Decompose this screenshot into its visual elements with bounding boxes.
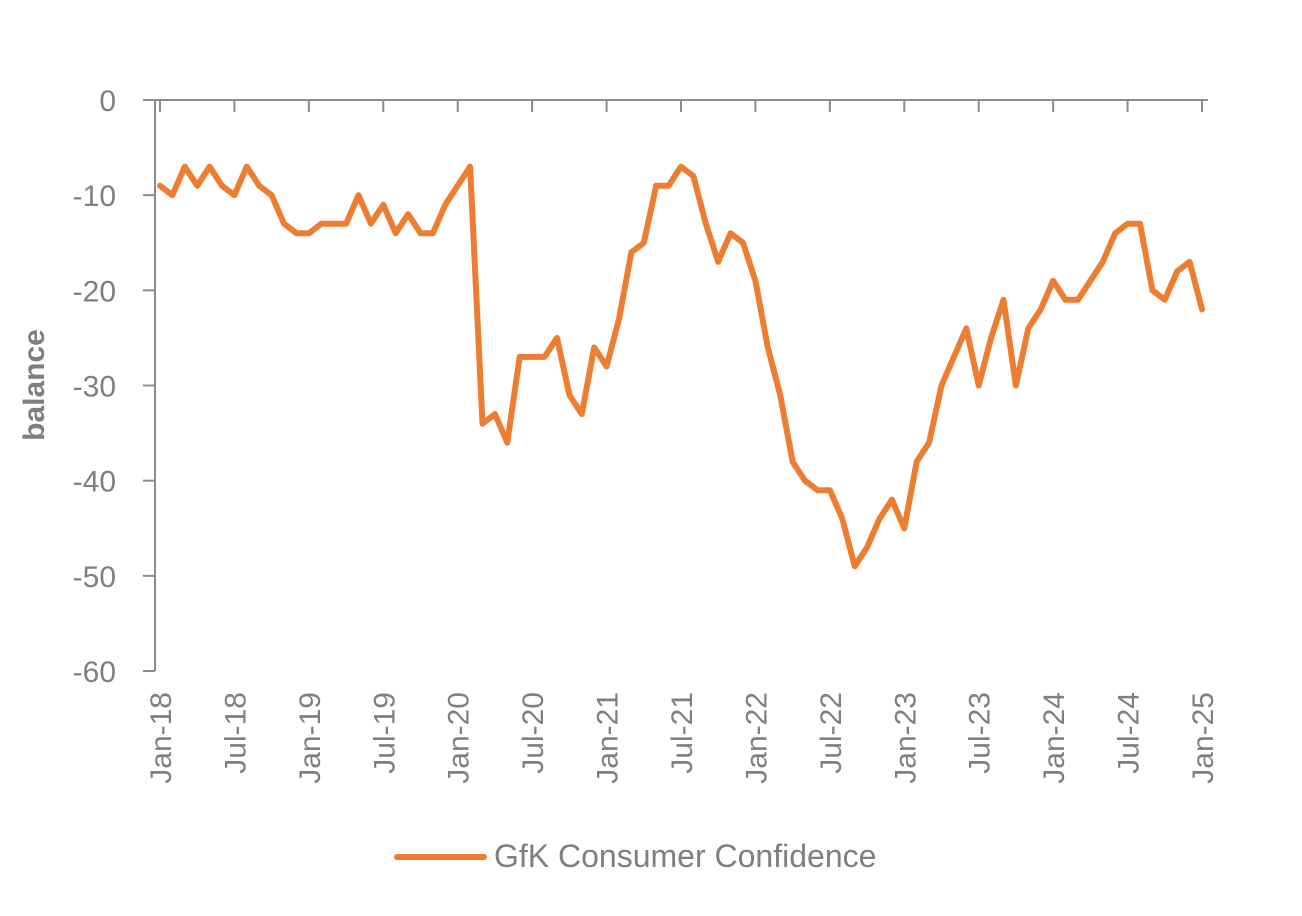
x-tick-label: Jan-25 (1187, 692, 1220, 784)
y-tick-label: -50 (73, 561, 116, 594)
y-tick-label: -60 (73, 656, 116, 689)
x-tick-label: Jan-19 (294, 692, 327, 784)
x-tick-label: Jul-19 (368, 692, 401, 774)
x-tick-label: Jan-18 (145, 692, 178, 784)
series-line (157, 163, 1205, 570)
x-tick-label: Jan-21 (592, 692, 625, 784)
y-tick-label: -20 (73, 275, 116, 308)
x-tick-label: Jan-24 (1038, 692, 1071, 784)
x-tick-label: Jan-23 (889, 692, 922, 784)
x-tick-label: Jan-22 (740, 692, 773, 784)
x-tick-label: Jul-20 (517, 692, 550, 774)
y-axis-title: balance (18, 329, 51, 441)
x-tick-label: Jan-20 (443, 692, 476, 784)
y-tick-label: 0 (99, 85, 116, 118)
y-tick-label: -10 (73, 180, 116, 213)
y-tick-label: -40 (73, 466, 116, 499)
x-tick-label: Jul-23 (964, 692, 997, 774)
y-tick-label: -30 (73, 371, 116, 404)
legend-label: GfK Consumer Confidence (494, 838, 876, 874)
x-tick-label: Jul-22 (815, 692, 848, 774)
x-tick-label: Jul-21 (666, 692, 699, 774)
x-tick-label: Jul-24 (1113, 692, 1146, 774)
x-tick-label: Jul-18 (219, 692, 252, 774)
